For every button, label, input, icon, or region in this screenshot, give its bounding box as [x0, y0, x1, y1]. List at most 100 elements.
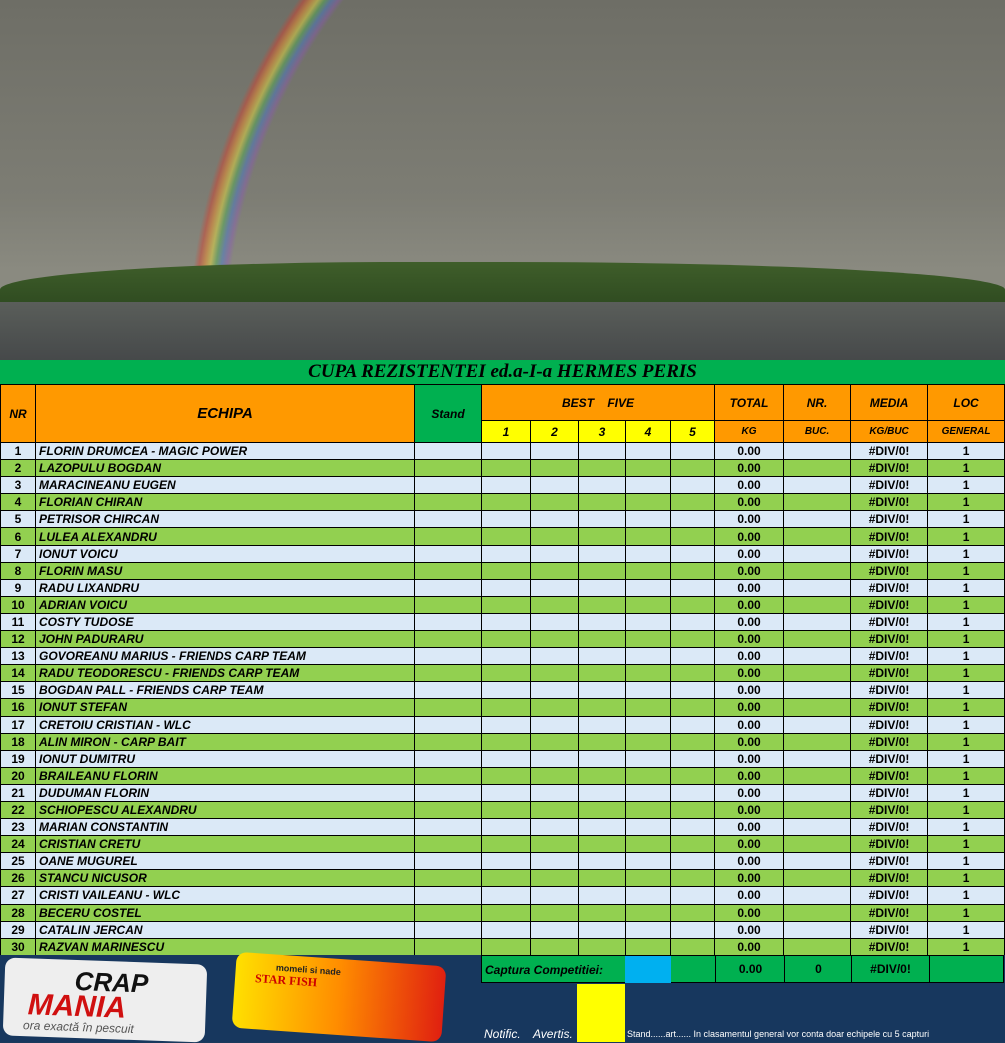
team-name[interactable]: MARACINEANU EUGEN [35, 476, 415, 495]
best-cell[interactable] [578, 476, 626, 495]
best-cell[interactable] [669, 818, 716, 837]
best-cell[interactable] [578, 544, 626, 563]
best-cell[interactable] [481, 612, 531, 632]
best-cell[interactable] [625, 493, 671, 512]
team-name[interactable]: BOGDAN PALL - FRIENDS CARP TEAM [35, 681, 415, 700]
best-cell[interactable] [481, 835, 531, 854]
best-cell[interactable] [625, 612, 671, 632]
nr-buc[interactable] [783, 852, 852, 871]
best-cell[interactable] [669, 630, 716, 649]
best-cell[interactable] [578, 578, 626, 597]
best-cell[interactable] [669, 441, 716, 461]
best-cell[interactable] [481, 527, 531, 546]
best-cell[interactable] [669, 476, 716, 495]
best-cell[interactable] [578, 732, 626, 751]
best-cell[interactable] [625, 766, 671, 785]
best-cell[interactable] [578, 459, 626, 478]
best-cell[interactable] [530, 612, 579, 632]
team-name[interactable]: CRETOIU CRISTIAN - WLC [35, 715, 415, 734]
best-cell[interactable] [669, 783, 716, 802]
team-name[interactable]: PETRISOR CHIRCAN [35, 510, 415, 529]
best-cell[interactable] [530, 766, 579, 785]
best-cell[interactable] [530, 698, 579, 717]
best-cell[interactable] [578, 441, 626, 461]
best-cell[interactable] [578, 920, 626, 939]
best-cell[interactable] [669, 715, 716, 734]
best-cell[interactable] [578, 595, 626, 614]
stand-cell[interactable] [414, 937, 482, 956]
best-cell[interactable] [481, 749, 531, 768]
best-cell[interactable] [625, 749, 671, 768]
nr-buc[interactable] [783, 681, 852, 700]
stand-cell[interactable] [414, 493, 482, 512]
best-cell[interactable] [625, 664, 671, 683]
nr-buc[interactable] [783, 869, 852, 888]
best-cell[interactable] [481, 766, 531, 785]
best-cell[interactable] [669, 937, 716, 956]
best-cell[interactable] [625, 886, 671, 905]
stand-cell[interactable] [414, 544, 482, 563]
nr-buc[interactable] [783, 783, 852, 802]
best-cell[interactable] [578, 527, 626, 546]
best-cell[interactable] [669, 527, 716, 546]
nr-buc[interactable] [783, 903, 852, 922]
best-cell[interactable] [669, 595, 716, 614]
best-cell[interactable] [625, 920, 671, 939]
stand-cell[interactable] [414, 612, 482, 632]
best-cell[interactable] [530, 647, 579, 666]
best-cell[interactable] [530, 630, 579, 649]
team-name[interactable]: IONUT DUMITRU [35, 749, 415, 768]
best-cell[interactable] [481, 630, 531, 649]
team-name[interactable]: RADU TEODORESCU - FRIENDS CARP TEAM [35, 664, 415, 683]
best-cell[interactable] [530, 886, 579, 905]
best-cell[interactable] [669, 800, 716, 820]
stand-cell[interactable] [414, 869, 482, 888]
best-cell[interactable] [530, 749, 579, 768]
best-cell[interactable] [481, 903, 531, 922]
team-name[interactable]: DUDUMAN FLORIN [35, 783, 415, 802]
best-cell[interactable] [625, 459, 671, 478]
stand-cell[interactable] [414, 698, 482, 717]
best-cell[interactable] [578, 818, 626, 837]
best-cell[interactable] [530, 544, 579, 563]
stand-cell[interactable] [414, 766, 482, 785]
best-cell[interactable] [578, 612, 626, 632]
best-cell[interactable] [625, 732, 671, 751]
best-cell[interactable] [625, 681, 671, 700]
stand-cell[interactable] [414, 920, 482, 939]
best-cell[interactable] [481, 441, 531, 461]
best-cell[interactable] [625, 476, 671, 495]
best-cell[interactable] [669, 544, 716, 563]
best-cell[interactable] [669, 510, 716, 529]
best-cell[interactable] [625, 630, 671, 649]
team-name[interactable]: CATALIN JERCAN [35, 920, 415, 939]
stand-cell[interactable] [414, 835, 482, 854]
best-cell[interactable] [481, 681, 531, 700]
best-cell[interactable] [481, 715, 531, 734]
team-name[interactable]: LULEA ALEXANDRU [35, 527, 415, 546]
best-cell[interactable] [669, 612, 716, 632]
best-cell[interactable] [578, 749, 626, 768]
best-cell[interactable] [578, 715, 626, 734]
best-cell[interactable] [530, 732, 579, 751]
best-cell[interactable] [481, 561, 531, 580]
best-cell[interactable] [669, 561, 716, 580]
nr-buc[interactable] [783, 493, 852, 512]
best-cell[interactable] [530, 459, 579, 478]
best-cell[interactable] [669, 749, 716, 768]
best-cell[interactable] [669, 835, 716, 854]
nr-buc[interactable] [783, 715, 852, 734]
stand-cell[interactable] [414, 886, 482, 905]
nr-buc[interactable] [783, 732, 852, 751]
stand-cell[interactable] [414, 527, 482, 546]
team-name[interactable]: OANE MUGUREL [35, 852, 415, 871]
best-cell[interactable] [481, 493, 531, 512]
best-cell[interactable] [481, 783, 531, 802]
best-cell[interactable] [578, 630, 626, 649]
team-name[interactable]: IONUT STEFAN [35, 698, 415, 717]
best-cell[interactable] [481, 732, 531, 751]
nr-buc[interactable] [783, 920, 852, 939]
stand-cell[interactable] [414, 578, 482, 597]
best-cell[interactable] [530, 681, 579, 700]
nr-buc[interactable] [783, 698, 852, 717]
